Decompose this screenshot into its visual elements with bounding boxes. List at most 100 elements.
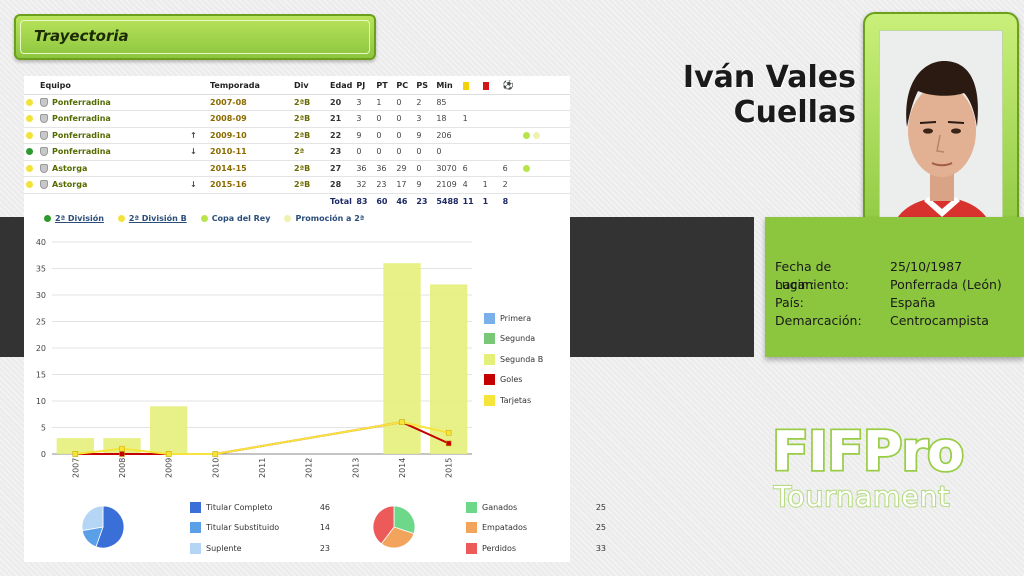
division-legend-item[interactable]: 2ª División	[44, 214, 104, 223]
starts-subbed: 0	[394, 143, 415, 161]
y-tick-label: 25	[36, 318, 46, 327]
y-tick-label: 0	[41, 450, 46, 459]
played: 9	[354, 127, 375, 144]
division-dot-icon	[26, 115, 33, 123]
chart-legend-item[interactable]: Primera	[484, 308, 543, 329]
age: 23	[328, 143, 355, 161]
chart-legend-item[interactable]: Goles	[484, 370, 543, 391]
starts-subbed: 0	[394, 127, 415, 144]
played: 36	[354, 160, 375, 177]
starts-subbed: 0	[394, 110, 415, 128]
legend-swatch-icon	[484, 394, 495, 406]
club-crest-icon	[40, 130, 48, 140]
starts-stats-list: Titular Completo 46 Titular Substituido 14 S…	[190, 497, 330, 559]
total-pt: 60	[376, 197, 388, 206]
club-crest-icon	[40, 180, 48, 190]
legend-swatch-icon	[484, 374, 495, 386]
stat-row: Titular Substituido 14	[190, 518, 330, 539]
substitute: 0	[414, 143, 435, 161]
minutes: 2109	[434, 176, 461, 194]
extra	[520, 160, 570, 177]
extra	[520, 143, 570, 161]
section-tab: Trayectoria	[14, 14, 376, 60]
goals: 6	[500, 160, 521, 177]
stat-value: 25	[595, 502, 606, 512]
stat-row: Perdidos 33	[466, 538, 606, 559]
stat-label: Titular Completo	[206, 502, 273, 512]
competition-dot-icon	[522, 164, 530, 172]
career-row: Astorga ↓ 2015-16 2ªB 28 32 23 17 9 2109 4 1 2	[24, 176, 570, 194]
career-table: Equipo Temporada Div Edad PJ PT PC PS Mi…	[24, 78, 570, 210]
substitute: 3	[414, 110, 435, 128]
career-row: Ponferradina 2008-09 2ªB 21 3 0 0 3 18 1	[24, 110, 570, 128]
stat-label: Perdidos	[482, 543, 517, 553]
extra	[520, 94, 570, 111]
team-name: Astorga	[38, 176, 188, 194]
y-tick-label: 15	[36, 371, 46, 380]
club-crest-icon	[40, 163, 48, 173]
chart-legend-item[interactable]: Tarjetas	[484, 390, 543, 411]
division-dot	[24, 160, 38, 177]
ball-icon: ⚽	[502, 80, 514, 91]
division: 2ªB	[292, 94, 328, 111]
movement-arrow: ↓	[188, 143, 208, 161]
division-legend-label: Promoción a 2ª	[295, 213, 365, 223]
y-tick-label: 10	[36, 397, 46, 406]
division-dot	[24, 176, 38, 194]
pie-slice	[95, 505, 125, 549]
club-crest-icon	[40, 147, 48, 157]
stat-label: Suplente	[206, 543, 242, 553]
played: 0	[354, 143, 375, 161]
chart-legend-item[interactable]: Segunda B	[484, 349, 543, 370]
division-legend-label[interactable]: 2ª División B	[128, 213, 187, 223]
division-legend-label[interactable]: 2ª División	[55, 213, 104, 223]
stat-label: Empatados	[482, 523, 528, 533]
bar-segunda-b	[150, 406, 188, 454]
stat-swatch-icon	[466, 542, 477, 554]
col-min: Min	[434, 78, 461, 95]
goals	[500, 94, 521, 111]
division-dot-icon	[26, 164, 33, 172]
team-name: Ponferradina	[38, 143, 188, 161]
x-tick-label: 2008	[118, 458, 127, 478]
yellow-cards: 6	[460, 160, 481, 177]
col-edad: Edad	[328, 78, 355, 95]
info-row-birthdate: Fecha de nacimiento: 25/10/1987	[775, 259, 963, 292]
division-dot	[24, 94, 38, 111]
chart-legend-label: Primera	[500, 313, 532, 323]
substitute: 2	[414, 94, 435, 111]
y-tick-label: 35	[36, 265, 46, 274]
stat-value: 14	[319, 523, 330, 533]
played: 3	[354, 110, 375, 128]
x-tick-label: 2014	[398, 458, 407, 478]
club-crest-icon	[40, 97, 48, 107]
legend-dot-icon	[200, 214, 208, 222]
player-portrait	[880, 31, 1002, 235]
red-card-icon	[482, 81, 489, 90]
legend-swatch-icon	[484, 353, 495, 365]
chart-legend-item[interactable]: Segunda	[484, 329, 543, 350]
stat-swatch-icon	[190, 522, 201, 534]
col-red-card	[480, 78, 501, 95]
stat-row: Titular Completo 46	[190, 497, 330, 518]
career-total-row: Total 83 60 46 23 5488 11 1 8	[24, 193, 570, 210]
division-dot-icon	[26, 98, 33, 106]
red-cards	[480, 160, 501, 177]
col-yellow-card	[460, 78, 481, 95]
minutes: 18	[434, 110, 461, 128]
player-name-line1: Iván Vales	[682, 60, 856, 95]
point-goles	[445, 440, 452, 447]
info-row-country: País: España	[775, 295, 936, 310]
minutes: 206	[434, 127, 461, 144]
stat-value: 23	[319, 543, 330, 553]
division: 2ªB	[292, 110, 328, 128]
pie-slice	[81, 505, 104, 532]
total-goals: 8	[502, 197, 509, 206]
movement-arrow: ↓	[188, 176, 208, 194]
stats-panel: Equipo Temporada Div Edad PJ PT PC PS Mi…	[24, 76, 606, 562]
division: 2ª	[292, 143, 328, 161]
team-name: Ponferradina	[38, 94, 188, 111]
stat-row: Ganados 25	[466, 497, 606, 518]
division-legend-item[interactable]: 2ª División B	[117, 213, 187, 223]
x-tick-label: 2009	[165, 458, 174, 478]
